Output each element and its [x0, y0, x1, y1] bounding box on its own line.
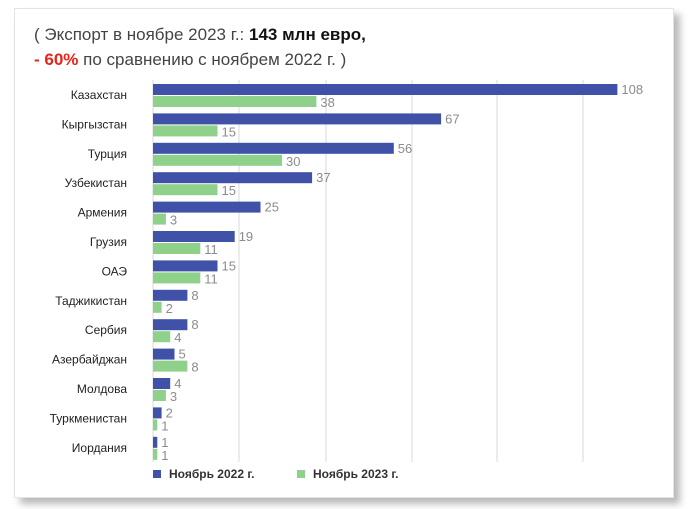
bar-2022	[153, 231, 235, 242]
value-label-2023: 11	[204, 242, 218, 257]
chart-title: ( Экспорт в ноябре 2023 г.: 143 млн евро…	[34, 22, 366, 72]
category-label: Молдова	[77, 382, 127, 396]
bar-2023	[153, 272, 201, 284]
category-label: Грузия	[90, 235, 127, 249]
bar-2023	[153, 360, 188, 372]
value-label-2022: 2	[166, 405, 173, 420]
bar-2022	[153, 172, 313, 184]
category-label: ОАЭ	[102, 264, 128, 278]
value-label-2023: 38	[320, 95, 334, 110]
category-label: Кыргызстан	[62, 117, 127, 131]
bar-2023	[153, 301, 162, 313]
category-label: Турция	[88, 147, 127, 161]
bar-2023	[153, 213, 166, 225]
bar-2023	[153, 184, 218, 196]
value-label-2023: 1	[161, 448, 168, 463]
value-label-2023: 15	[222, 124, 236, 139]
title-total: 143 млн евро,	[249, 25, 366, 44]
title-prefix: ( Экспорт в ноябре 2023 г.:	[34, 25, 249, 44]
bar-2022	[153, 84, 618, 95]
legend-label-2023: Ноябрь 2023 г.	[313, 467, 398, 481]
category-label: Узбекистан	[65, 176, 127, 190]
bar-2023	[153, 331, 171, 343]
value-label-2022: 25	[265, 200, 279, 215]
category-label: Таджикистан	[55, 294, 127, 308]
title-line-1: ( Экспорт в ноябре 2023 г.: 143 млн евро…	[34, 22, 366, 47]
value-label-2022: 4	[174, 376, 181, 391]
category-label: Иордания	[72, 441, 127, 455]
bar-2022	[153, 407, 162, 419]
bar-2022	[153, 436, 158, 448]
value-label-2022: 67	[445, 111, 459, 126]
value-label-2023: 1	[161, 418, 168, 433]
bar-2022	[153, 113, 442, 125]
value-label-2023: 3	[170, 213, 177, 228]
category-label: Армения	[78, 206, 127, 220]
legend-label-2022: Ноябрь 2022 г.	[169, 467, 254, 481]
title-change-percent: - 60%	[34, 50, 79, 69]
bar-2022	[153, 319, 188, 331]
title-line-2: - 60% по сравнению с ноябрем 2022 г. )	[34, 47, 366, 72]
category-label: Казахстан	[71, 88, 127, 102]
value-label-2022: 56	[398, 141, 412, 156]
bar-2022	[153, 348, 175, 360]
bar-2023	[153, 448, 158, 460]
value-label-2023: 4	[174, 330, 181, 345]
value-label-2023: 30	[286, 154, 300, 169]
bar-2023	[153, 125, 218, 137]
bar-2023	[153, 243, 201, 254]
value-label-2022: 15	[222, 258, 236, 273]
value-label-2022: 1	[161, 435, 168, 450]
bar-2022	[153, 289, 188, 301]
bar-2023	[153, 390, 166, 401]
value-label-2022: 19	[239, 229, 253, 244]
bar-2023	[153, 96, 317, 107]
value-label-2023: 3	[170, 389, 177, 404]
value-label-2022: 8	[191, 317, 198, 332]
value-label-2022: 5	[179, 347, 186, 362]
category-label: Туркменистан	[50, 411, 127, 425]
bar-2023	[153, 154, 282, 166]
title-comparison: по сравнению с ноябрем 2022 г. )	[78, 50, 347, 69]
legend-swatch-2023	[297, 470, 305, 478]
value-label-2022: 8	[191, 288, 198, 303]
bar-2022	[153, 260, 218, 272]
category-label: Сербия	[85, 323, 127, 337]
bar-2022	[153, 201, 261, 213]
category-label: Азербайджан	[52, 353, 127, 367]
value-label-2023: 15	[222, 183, 236, 198]
legend-swatch-2022	[153, 470, 161, 478]
bar-2023	[153, 419, 158, 431]
value-label-2022: 37	[316, 170, 330, 185]
bar-2022	[153, 378, 171, 389]
value-label-2022: 108	[621, 82, 643, 97]
value-label-2023: 8	[191, 360, 198, 375]
value-label-2023: 2	[166, 301, 173, 316]
value-label-2023: 11	[204, 271, 218, 286]
bar-2022	[153, 142, 394, 154]
